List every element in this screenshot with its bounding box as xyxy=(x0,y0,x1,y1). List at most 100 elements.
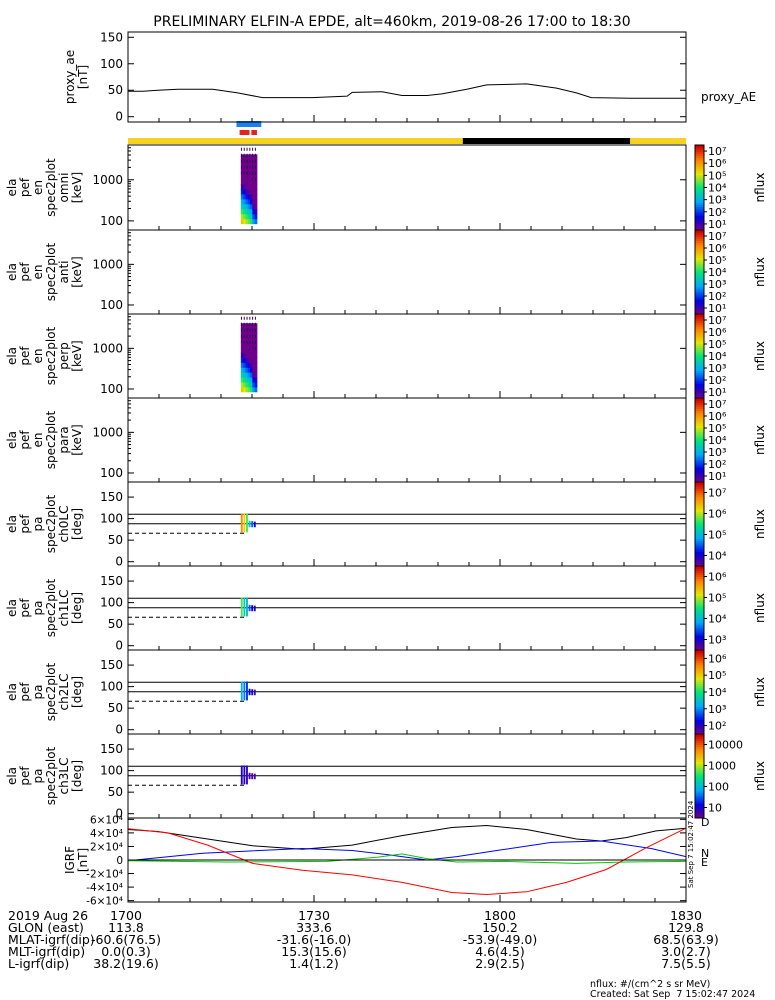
colorbar-cell xyxy=(695,345,704,349)
colorbar-cell xyxy=(695,639,704,643)
colorbar-cell xyxy=(695,511,704,514)
spec-cell xyxy=(247,328,251,334)
colorbar-cell xyxy=(695,776,704,779)
colorbar-cell xyxy=(695,561,704,565)
spec-cell xyxy=(245,154,249,160)
colorbar-cell xyxy=(695,664,704,668)
colorbar-cell xyxy=(695,597,704,601)
spec-cell xyxy=(254,333,258,339)
colorbar-cell xyxy=(695,683,704,687)
colorbar-cell xyxy=(695,492,704,496)
y-axis-label-line: omni xyxy=(57,173,71,203)
colorbar-tick-label: 10⁶ xyxy=(708,508,727,521)
colorbar-cell xyxy=(695,442,704,445)
colorbar-cell xyxy=(695,155,704,159)
colorbar-cell xyxy=(695,671,704,674)
colorbar-cell xyxy=(695,307,704,311)
spec-cell xyxy=(247,213,251,220)
colorbar-tick-label: 10⁴ xyxy=(708,613,727,626)
colorbar-cell xyxy=(695,193,704,197)
colorbar-cell xyxy=(695,692,704,695)
colorbar-cell xyxy=(695,234,704,237)
colorbar-cell xyxy=(695,813,704,817)
colorbar-cell xyxy=(695,503,704,506)
colorbar-cell xyxy=(695,236,704,239)
y-axis-label-line: IGRF xyxy=(63,846,77,874)
science-marker-red-1 xyxy=(239,130,250,135)
colorbar-cell xyxy=(695,771,704,775)
pa-cell xyxy=(251,605,254,612)
pa-cell xyxy=(243,681,246,701)
spec-cell xyxy=(254,218,258,225)
colorbar-cell xyxy=(695,738,704,741)
y-axis-label-line: pef xyxy=(18,766,32,786)
spec-cell xyxy=(250,179,253,185)
spec-cell xyxy=(252,386,256,393)
pa-cell xyxy=(251,773,254,780)
footer-cell: 3.0(2.7) xyxy=(661,944,711,959)
spec-cell xyxy=(254,164,258,170)
y-axis-label-line: spec2plot xyxy=(44,158,58,217)
spec-cell xyxy=(245,174,249,180)
colorbar-cell xyxy=(695,694,704,697)
colorbar-cell xyxy=(695,149,704,152)
pa-cell xyxy=(251,689,254,696)
spec-cell xyxy=(247,386,251,393)
y-tick-label: 100 xyxy=(100,382,123,396)
colorbar-cell xyxy=(695,549,704,552)
colorbar-cell xyxy=(695,391,704,395)
y-axis-label-line: spec2plot xyxy=(44,662,58,721)
y-axis-label-line: ela xyxy=(5,599,19,617)
colorbar-cell xyxy=(695,612,704,615)
colorbar-cell xyxy=(695,488,704,491)
colorbar-label: nflux xyxy=(753,257,767,287)
colorbar-cell xyxy=(695,172,704,176)
spec-cell xyxy=(250,323,253,329)
y-axis-label-line: ela xyxy=(5,431,19,449)
y-axis-label-line: [nT] xyxy=(76,848,90,872)
colorbar-tick-label: 10⁵ xyxy=(708,254,726,267)
colorbar-cell xyxy=(695,494,704,498)
colorbar-cell xyxy=(695,322,704,325)
y-tick-label: 150 xyxy=(100,742,123,756)
colorbar-cell xyxy=(695,166,704,169)
colorbar-cell xyxy=(695,624,704,628)
colorbar-tick-label: 100 xyxy=(708,781,729,794)
colorbar-tick-label: 10⁴ xyxy=(708,434,727,447)
vertical-stamp: Sat Sep 7 15:02:47 2024 xyxy=(687,800,695,888)
y-tick-label: 100 xyxy=(100,466,123,480)
spec-cell xyxy=(254,357,258,363)
spec-cell xyxy=(240,198,244,205)
footer-cell: 113.8 xyxy=(108,920,144,935)
y-axis-label-line: en xyxy=(31,433,45,448)
colorbar-cell xyxy=(695,521,704,525)
colorbar-cell xyxy=(695,311,704,315)
science-marker-red-2 xyxy=(251,130,257,135)
spec-cell xyxy=(252,159,256,165)
spec-cell xyxy=(240,347,244,354)
colorbar-cell xyxy=(695,593,704,596)
colorbar-cell xyxy=(695,286,704,290)
spec-cell xyxy=(240,357,244,363)
spec-cell xyxy=(254,189,258,195)
pa-cell xyxy=(253,521,256,528)
colorbar-tick-label: 10² xyxy=(708,458,726,471)
spec-cell xyxy=(243,377,246,383)
colorbar-cell xyxy=(695,679,704,682)
spec-cell xyxy=(252,342,256,349)
colorbar-cell xyxy=(695,559,704,563)
colorbar-cell xyxy=(695,416,704,420)
spec-cell xyxy=(240,154,244,160)
colorbar-cell xyxy=(695,790,704,794)
spec-cell xyxy=(245,372,249,378)
spec-cell xyxy=(254,372,258,378)
colorbar: 10² 10³ 10⁴ 10⁵ 10⁶ nflux xyxy=(694,649,767,735)
colorbar-tick-label: 10⁵ xyxy=(708,338,726,351)
colorbar-cell xyxy=(695,719,704,722)
colorbar-cell xyxy=(695,734,704,737)
colorbar-cell xyxy=(695,297,704,300)
science-markers xyxy=(236,121,262,135)
colorbar-tick-label: 10⁴ xyxy=(708,266,727,279)
